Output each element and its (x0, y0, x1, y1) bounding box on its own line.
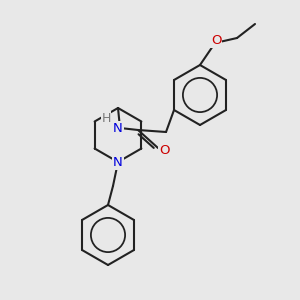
Text: O: O (211, 34, 221, 47)
Text: H: H (101, 112, 111, 124)
Text: N: N (113, 122, 123, 134)
Text: N: N (113, 157, 123, 169)
Text: O: O (159, 143, 169, 157)
